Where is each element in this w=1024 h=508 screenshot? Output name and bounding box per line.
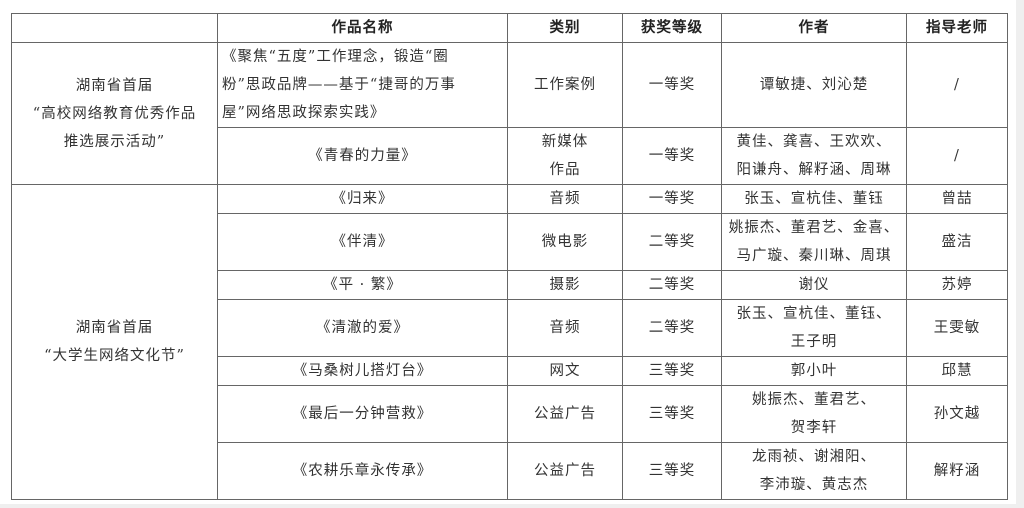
work-name: 《农耕乐章永传承》 (217, 442, 508, 500)
table-row: 《青春的力量》 新媒体 作品 一等奖 黄佳、龚喜、王欢欢、 阳谦舟、解籽涵、周琳… (12, 127, 1008, 185)
teacher: / (906, 42, 1008, 128)
work-name: 《归来》 (217, 184, 508, 214)
header-event (11, 13, 218, 43)
awards-table: 作品名称 类别 获奖等级 作者 指导老师 湖南省首届 “高校网络教育优秀作品 推… (11, 13, 1008, 500)
category: 工作案例 (507, 42, 623, 128)
category: 摄影 (507, 270, 623, 300)
table-row: 《最后一分钟营救》 公益广告 三等奖 姚振杰、董君艺、 贺李轩 孙文越 (12, 385, 1008, 443)
award: 一等奖 (622, 42, 722, 128)
table-row: 湖南省首届 “大学生网络文化节” 《归来》 音频 一等奖 张玉、宣杭佳、董钰 曾… (11, 184, 1008, 500)
teacher: 盛洁 (906, 213, 1008, 271)
authors: 姚振杰、董君艺、 贺李轩 (721, 385, 907, 443)
authors: 张玉、宣杭佳、董钰 (721, 184, 907, 214)
teacher: 苏婷 (906, 270, 1008, 300)
header-authors: 作者 (721, 13, 907, 43)
teacher: 解籽涵 (906, 442, 1008, 500)
authors: 谭敏捷、刘沁楚 (721, 42, 907, 128)
authors: 姚振杰、董君艺、金喜、 马广璇、秦川琳、周琪 (721, 213, 907, 271)
award: 一等奖 (622, 184, 722, 214)
authors: 黄佳、龚喜、王欢欢、 阳谦舟、解籽涵、周琳 (721, 127, 907, 185)
category: 微电影 (507, 213, 623, 271)
category: 公益广告 (507, 442, 623, 500)
authors: 谢仪 (721, 270, 907, 300)
header-award: 获奖等级 (622, 13, 722, 43)
category: 音频 (507, 299, 623, 357)
authors: 郭小叶 (721, 356, 907, 386)
award: 二等奖 (622, 270, 722, 300)
table-row: 湖南省首届 “高校网络教育优秀作品 推选展示活动” 《聚焦“五度”工作理念，锻造… (11, 42, 1008, 185)
category: 新媒体 作品 (507, 127, 623, 185)
category: 音频 (507, 184, 623, 214)
category: 网文 (507, 356, 623, 386)
header-work-name: 作品名称 (217, 13, 508, 43)
category: 公益广告 (507, 385, 623, 443)
teacher: 王雯敏 (906, 299, 1008, 357)
teacher: / (906, 127, 1008, 185)
award: 一等奖 (622, 127, 722, 185)
header-teacher: 指导老师 (906, 13, 1008, 43)
award: 三等奖 (622, 385, 722, 443)
work-name: 《清澈的爱》 (217, 299, 508, 357)
award: 三等奖 (622, 442, 722, 500)
teacher: 邱慧 (906, 356, 1008, 386)
teacher: 曾喆 (906, 184, 1008, 214)
table-row: 《马桑树儿搭灯台》 网文 三等奖 郭小叶 邱慧 (12, 356, 1008, 386)
award: 二等奖 (622, 299, 722, 357)
work-name: 《聚焦“五度”工作理念，锻造“圈 粉”思政品牌——基于“捷哥的万事 屋”网络思政… (217, 42, 508, 128)
work-name: 《马桑树儿搭灯台》 (217, 356, 508, 386)
work-name: 《平 · 繁》 (217, 270, 508, 300)
table-row: 《清澈的爱》 音频 二等奖 张玉、宣杭佳、董钰、 王子明 王雯敏 (12, 299, 1008, 357)
header-category: 类别 (507, 13, 623, 43)
work-name: 《最后一分钟营救》 (217, 385, 508, 443)
teacher: 孙文越 (906, 385, 1008, 443)
work-name: 《伴清》 (217, 213, 508, 271)
work-name: 《青春的力量》 (217, 127, 508, 185)
authors: 龙雨祯、谢湘阳、 李沛璇、黄志杰 (721, 442, 907, 500)
header-row: 作品名称 类别 获奖等级 作者 指导老师 (11, 13, 1008, 43)
event-cell: 湖南省首届 “大学生网络文化节” (11, 184, 218, 500)
authors: 张玉、宣杭佳、董钰、 王子明 (721, 299, 907, 357)
table-row: 《农耕乐章永传承》 公益广告 三等奖 龙雨祯、谢湘阳、 李沛璇、黄志杰 解籽涵 (12, 442, 1008, 500)
table-row: 《平 · 繁》 摄影 二等奖 谢仪 苏婷 (12, 270, 1008, 300)
event-cell: 湖南省首届 “高校网络教育优秀作品 推选展示活动” (11, 42, 218, 185)
award: 二等奖 (622, 213, 722, 271)
award: 三等奖 (622, 356, 722, 386)
